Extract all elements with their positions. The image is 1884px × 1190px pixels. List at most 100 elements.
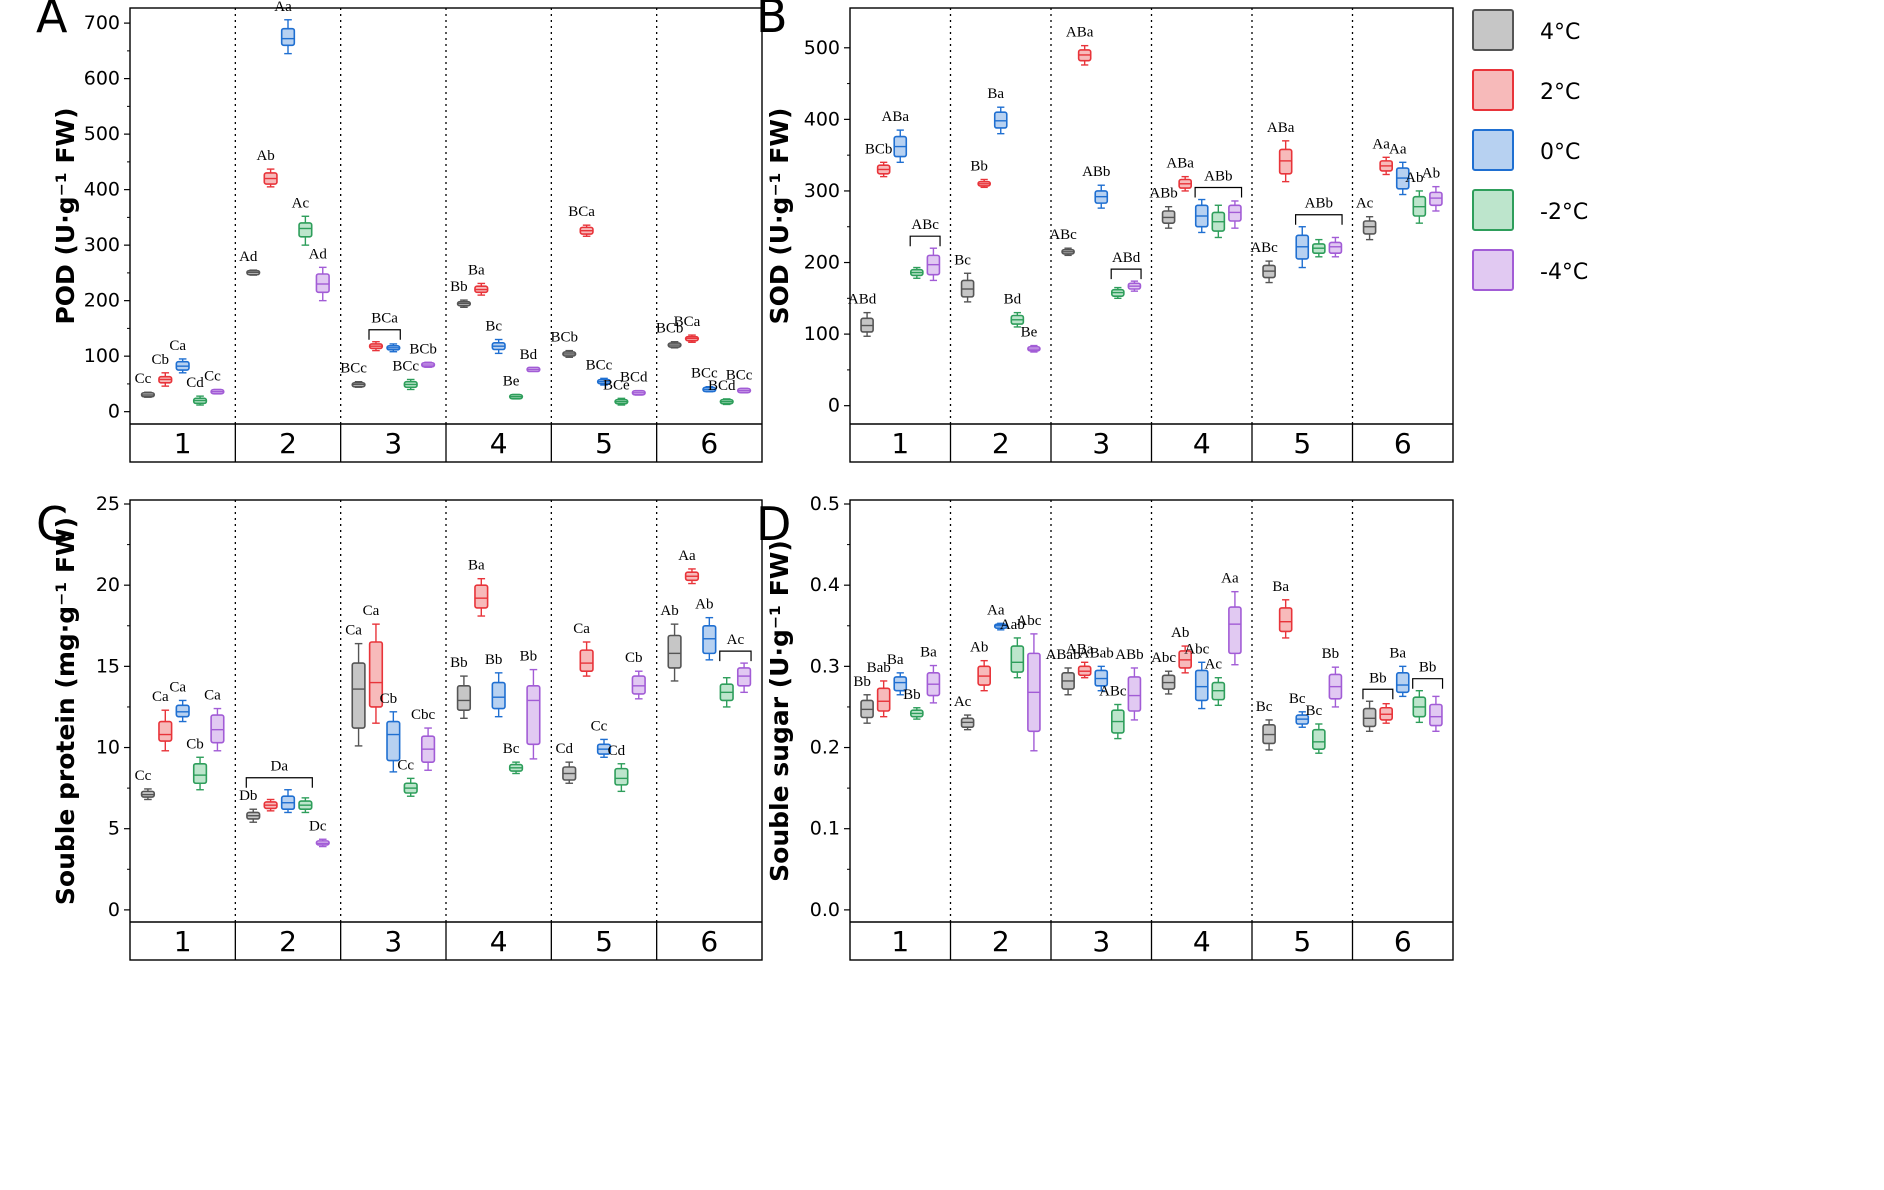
category-label: 5 <box>1293 427 1311 460</box>
box <box>614 767 629 786</box>
significance-label: Bab <box>867 660 891 676</box>
significance-label: BCa <box>568 204 595 220</box>
significance-label: Ab <box>1422 166 1440 182</box>
y-tick-label: 100 <box>84 345 120 367</box>
y-axis-label: POD (U·g⁻¹ FW) <box>51 107 80 324</box>
significance-label: BCc <box>392 358 419 374</box>
significance-label: Abc <box>1016 613 1041 629</box>
significance-label: Abc <box>1151 650 1176 666</box>
significance-label: Bb <box>853 674 871 690</box>
y-tick-label: 0.3 <box>810 655 840 677</box>
bracket-label: ABb <box>1204 169 1232 185</box>
category-label: 3 <box>384 925 402 958</box>
significance-label: ABb <box>1082 164 1110 180</box>
box <box>175 704 190 718</box>
significance-label: BCc <box>340 361 367 377</box>
y-tick-label: 700 <box>84 12 120 34</box>
significance-label: Cbc <box>411 707 436 723</box>
y-tick-label: 0 <box>828 395 840 417</box>
box <box>1127 676 1142 712</box>
significance-label: Aa <box>1372 136 1390 152</box>
group-bracket <box>1295 214 1343 225</box>
box <box>351 662 366 729</box>
panel-letter: A <box>36 0 68 43</box>
box <box>386 720 401 762</box>
box <box>1228 204 1242 222</box>
y-axis-label: SOD (U·g⁻¹ FW) <box>765 108 794 325</box>
significance-label: Ab <box>1171 625 1189 641</box>
box <box>456 685 472 711</box>
significance-label: BCe <box>603 377 630 393</box>
significance-label: Aa <box>1389 141 1407 157</box>
significance-label: Cb <box>152 352 170 368</box>
y-tick-label: 5 <box>108 818 120 840</box>
box <box>876 687 891 712</box>
y-tick-label: 0.4 <box>810 574 840 596</box>
significance-label: Cc <box>135 768 152 784</box>
significance-label: Bb <box>903 687 921 703</box>
y-tick-label: 500 <box>804 37 840 59</box>
group-bracket <box>909 235 941 247</box>
y-tick-label: 0.0 <box>810 899 840 921</box>
group-bracket <box>1194 186 1243 198</box>
significance-label: BCc <box>586 357 613 373</box>
significance-label: ABd <box>848 292 877 308</box>
box <box>1312 728 1326 750</box>
y-tick-label: 0.2 <box>810 737 840 759</box>
significance-label: Ca <box>363 603 380 619</box>
significance-label: Bd <box>1004 292 1022 308</box>
box <box>736 667 752 687</box>
significance-label: Ab <box>660 603 678 619</box>
y-tick-label: 0.1 <box>810 818 840 840</box>
significance-label: ABc <box>1049 227 1077 243</box>
category-label: 5 <box>595 925 613 958</box>
legend-label: -4°C <box>1540 260 1588 285</box>
panel-letter: D <box>756 497 791 551</box>
box <box>158 720 173 742</box>
box <box>192 762 208 785</box>
significance-label: BCb <box>550 330 578 346</box>
significance-label: Ba <box>1389 645 1406 661</box>
box <box>579 649 594 673</box>
category-label: 1 <box>891 925 909 958</box>
significance-label: ABa <box>1066 25 1094 41</box>
significance-label: ABab <box>1046 647 1081 663</box>
box <box>280 27 296 47</box>
box <box>1278 607 1293 633</box>
significance-label: Bc <box>1256 699 1273 715</box>
box <box>1228 606 1242 655</box>
y-tick-label: 0 <box>108 899 120 921</box>
y-tick-label: 25 <box>96 493 120 515</box>
significance-label: Cc <box>204 368 221 384</box>
category-label: 3 <box>1092 925 1110 958</box>
panel-letter: B <box>756 0 788 43</box>
y-tick-label: 15 <box>96 655 120 677</box>
significance-label: BCd <box>708 378 736 394</box>
bracket-label: ABd <box>1112 250 1141 266</box>
box <box>526 685 541 746</box>
box <box>1194 669 1209 702</box>
y-tick-label: 0.5 <box>810 493 840 515</box>
category-label: 2 <box>992 925 1010 958</box>
y-tick-label: 500 <box>84 123 120 145</box>
category-label: 6 <box>700 427 718 460</box>
significance-label: Db <box>239 788 257 804</box>
significance-label: Cb <box>380 691 398 707</box>
significance-label: BCd <box>620 370 648 386</box>
significance-label: ABa <box>882 109 910 125</box>
significance-label: Cd <box>555 741 573 757</box>
box <box>474 584 489 609</box>
significance-label: Bc <box>503 741 520 757</box>
box <box>631 675 646 695</box>
y-tick-label: 20 <box>96 574 120 596</box>
bracket-label: Da <box>271 759 289 775</box>
significance-label: Bb <box>520 649 538 665</box>
category-label: 6 <box>700 925 718 958</box>
category-label: 3 <box>384 427 402 460</box>
significance-label: Cc <box>591 718 608 734</box>
legend-swatch <box>1472 189 1514 231</box>
category-label: 1 <box>891 427 909 460</box>
category-label: 4 <box>490 925 508 958</box>
